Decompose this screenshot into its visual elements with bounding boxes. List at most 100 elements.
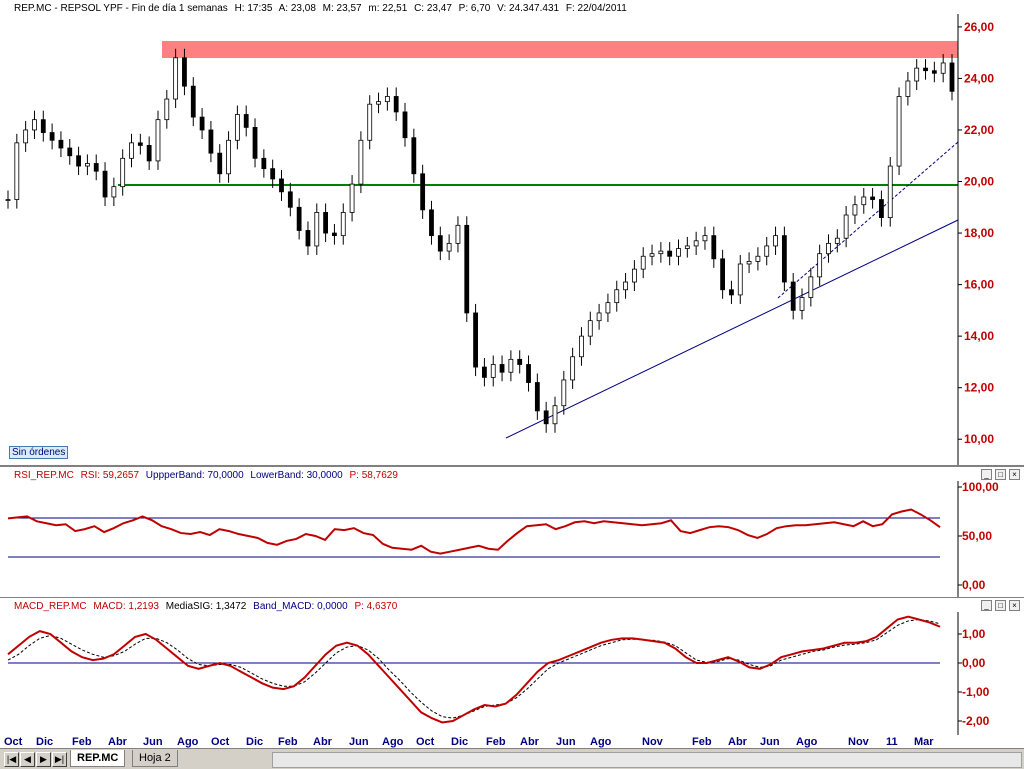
macd-header: MACD_REP.MC MACD: 1,2193 MediaSIG: 1,347… (14, 601, 401, 612)
candle-body (711, 235, 717, 260)
candle-body (85, 163, 90, 167)
sheet-tab-bar: |◀ ◀ ▶ ▶| REP.MC Hoja 2 (0, 748, 1024, 769)
candle-body (799, 297, 805, 311)
date-tick-label: Ago (590, 736, 612, 748)
horizontal-scrollbar[interactable] (272, 752, 1022, 768)
candle-body (190, 85, 196, 118)
volume-label: V: 24.347.431 (497, 3, 560, 14)
date-tick-label: Dic (246, 736, 263, 748)
candle-body (808, 276, 814, 298)
candle-body (287, 191, 293, 208)
price-tick-label: 16,00 (964, 278, 994, 292)
candle-body (931, 70, 937, 74)
candle-body (455, 224, 461, 244)
close-icon[interactable]: × (1009, 600, 1020, 611)
candle-body (720, 258, 726, 291)
rsi-upper: UppperBand: 70,0000 (145, 470, 244, 481)
candle-body (746, 261, 752, 265)
date-label: F: 22/04/2011 (565, 3, 627, 14)
rsi-chart[interactable]: 100,00 50,00 0,00 (0, 467, 1024, 597)
candle-body (340, 212, 346, 237)
close-icon[interactable]: × (1009, 469, 1020, 480)
rsi-window-controls: _ □ × (981, 469, 1020, 480)
candle-body (667, 250, 673, 257)
date-tick-label: 11 (886, 736, 898, 748)
rsi-lower: LowerBand: 30,0000 (250, 470, 343, 481)
candle-body (208, 129, 214, 154)
candle-body (305, 230, 311, 247)
min-label: m: 22,51 (368, 3, 408, 14)
candle-body (879, 199, 884, 218)
date-tick-label: Nov (642, 736, 664, 748)
candle-body (384, 96, 390, 103)
candle-body (826, 242, 831, 255)
candle-body (102, 170, 108, 198)
date-tick-label: Feb (72, 736, 92, 748)
candle-body (32, 119, 37, 131)
candle-body (164, 98, 170, 121)
candle-body (605, 302, 611, 314)
candle-body (852, 204, 858, 216)
maximize-icon[interactable]: □ (995, 469, 1006, 480)
price-panel: REP.MC - REPSOL YPF - Fin de día 1 seman… (0, 0, 1024, 466)
price-header: REP.MC - REPSOL YPF - Fin de día 1 seman… (14, 3, 631, 14)
rsi-header: RSI_REP.MC RSI: 59,2657 UppperBand: 70,0… (14, 470, 402, 481)
candle-body (614, 289, 620, 304)
candle-body (755, 255, 761, 262)
date-tick-label: Mar (914, 736, 934, 748)
macd-tick-label: -1,00 (962, 685, 990, 699)
date-tick-label: Feb (486, 736, 506, 748)
macd-p: P: 4,6370 (354, 601, 398, 612)
candle-body (67, 147, 73, 157)
last-sheet-icon[interactable]: ▶| (52, 752, 67, 767)
prev-sheet-icon[interactable]: ◀ (20, 752, 35, 767)
rsi-axis: 100,00 50,00 0,00 (958, 480, 999, 592)
minimize-icon[interactable]: _ (981, 600, 992, 611)
date-tick-label: Ago (382, 736, 404, 748)
rsi-value: RSI: 59,2657 (80, 470, 139, 481)
candle-body (137, 142, 143, 146)
first-sheet-icon[interactable]: |◀ (4, 752, 19, 767)
candle-body (446, 242, 452, 252)
candle-body (49, 132, 55, 141)
price-tick-label: 20,00 (964, 175, 994, 189)
candle-body (358, 139, 364, 185)
macd-panel: MACD_REP.MC MACD: 1,2193 MediaSIG: 1,347… (0, 597, 1024, 735)
candle-body (905, 80, 911, 97)
candle-body (14, 142, 20, 200)
candle-body (737, 263, 743, 296)
next-sheet-icon[interactable]: ▶ (36, 752, 51, 767)
candle-body (252, 126, 258, 159)
candle-body (843, 214, 849, 239)
candle-body (129, 142, 134, 159)
macd-band: Band_MACD: 0,0000 (253, 601, 348, 612)
tab-rep-mc[interactable]: REP.MC (70, 750, 126, 767)
candle-body (579, 335, 584, 358)
candle-body (526, 364, 531, 383)
macd-chart[interactable]: 1,00 0,00 -1,00 -2,00 (0, 598, 1024, 735)
candle-body (120, 157, 126, 188)
price-chart[interactable]: 26,00 24,00 22,00 20,00 18,00 16,00 14,00 12,00… (0, 0, 1024, 465)
price-tick-label: 14,00 (964, 329, 994, 343)
price-tick-label: 18,00 (964, 226, 994, 240)
rsi-panel: RSI_REP.MC RSI: 59,2657 UppperBand: 70,0… (0, 466, 1024, 598)
macd-tick-label: 1,00 (962, 627, 986, 641)
maximize-icon[interactable]: □ (995, 600, 1006, 611)
no-orders-badge[interactable]: Sin órdenes (9, 446, 69, 459)
date-tick-label: Nov (848, 736, 870, 748)
candle-body (146, 145, 152, 162)
candle-body (790, 281, 796, 311)
tab-hoja-2[interactable]: Hoja 2 (132, 750, 178, 767)
candle-body (861, 196, 867, 206)
date-tick-label: Dic (451, 736, 468, 748)
date-tick-label: Abr (313, 736, 333, 748)
candle-body (76, 155, 81, 167)
candle-body (155, 119, 161, 162)
candle-body (949, 62, 955, 92)
macd-axis: 1,00 0,00 -1,00 -2,00 (958, 627, 990, 728)
candle-body (834, 237, 840, 244)
minimize-icon[interactable]: _ (981, 469, 992, 480)
candle-body (349, 183, 355, 213)
candle-body (781, 235, 787, 283)
candle-body (402, 111, 408, 139)
